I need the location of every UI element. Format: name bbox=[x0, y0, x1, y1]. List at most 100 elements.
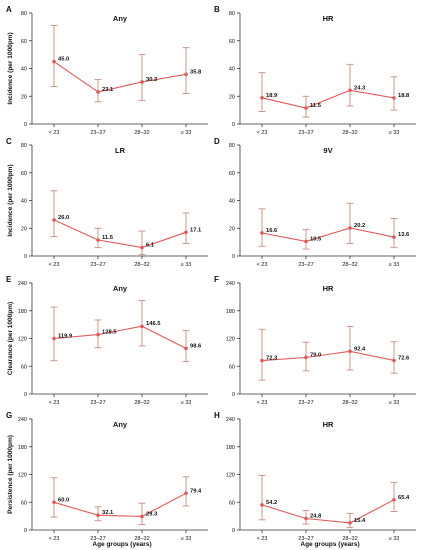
x-tick-label: ≥ 33 bbox=[389, 130, 400, 136]
y-tick-label: 240 bbox=[18, 417, 27, 423]
y-tick-label: 20 bbox=[21, 94, 27, 100]
x-tick-label: ≥ 33 bbox=[181, 536, 192, 542]
data-label: 79.0 bbox=[310, 352, 321, 358]
y-tick-label: 240 bbox=[18, 281, 27, 287]
data-point bbox=[304, 106, 308, 110]
y-tick-label: 120 bbox=[18, 473, 27, 479]
data-label: 29.3 bbox=[146, 511, 158, 517]
y-axis-label: Clearance (per 1000pm) bbox=[7, 302, 14, 375]
x-tick-label: 23–27 bbox=[90, 130, 105, 136]
y-tick-label: 80 bbox=[229, 11, 235, 17]
data-point bbox=[96, 90, 100, 94]
x-tick-label: < 23 bbox=[257, 262, 268, 268]
x-tick-label: 28–32 bbox=[342, 536, 357, 542]
chart-title: HR bbox=[323, 14, 334, 23]
x-tick-label: ≥ 33 bbox=[389, 400, 400, 406]
data-label: 18.8 bbox=[398, 93, 410, 99]
data-point bbox=[260, 358, 264, 363]
x-tick-label: < 23 bbox=[49, 536, 60, 542]
data-label: 72.6 bbox=[398, 355, 410, 361]
data-point bbox=[348, 88, 352, 93]
x-tick-label: 28–32 bbox=[134, 130, 149, 136]
y-tick-label: 40 bbox=[21, 199, 27, 205]
x-tick-label: 28–32 bbox=[134, 262, 149, 268]
series-line bbox=[53, 61, 187, 93]
x-tick-label: ≥ 33 bbox=[181, 130, 192, 136]
chart-title: Any bbox=[113, 14, 128, 23]
y-tick-label: 60 bbox=[229, 364, 235, 370]
y-tick-label: 180 bbox=[226, 445, 235, 451]
data-point bbox=[96, 332, 100, 337]
data-point bbox=[140, 80, 144, 84]
x-tick-label: 23–27 bbox=[298, 400, 313, 406]
chart-title: HR bbox=[323, 420, 334, 429]
data-label: 92.4 bbox=[354, 346, 366, 352]
chart-title: HR bbox=[323, 284, 334, 293]
chart-panel-e: E Any 0 60 120 180 240 Clearance (per 1000pm) < … bbox=[6, 275, 208, 406]
y-tick-label: 40 bbox=[21, 67, 27, 73]
panel-letter: H bbox=[214, 411, 220, 420]
data-label: 26.0 bbox=[58, 215, 69, 221]
data-point bbox=[96, 513, 100, 517]
y-tick-label: 60 bbox=[21, 500, 27, 506]
y-tick-label: 0 bbox=[24, 528, 27, 534]
chart-panel-d: D 9V 0 20 40 60 80 < 23 23–27 28–32 ≥ 33 16.6 10.5 20… bbox=[214, 137, 416, 268]
panel-letter: F bbox=[214, 275, 219, 284]
data-point bbox=[392, 358, 396, 363]
y-tick-label: 0 bbox=[232, 528, 235, 534]
y-tick-label: 80 bbox=[21, 11, 27, 17]
x-tick-label: < 23 bbox=[49, 400, 60, 406]
data-point bbox=[184, 230, 188, 235]
y-axis-label: Incidence (per 1000pm) bbox=[7, 32, 14, 104]
data-point bbox=[96, 238, 100, 242]
y-axis-label: Incidence (per 1000pm) bbox=[7, 164, 14, 236]
data-point bbox=[52, 59, 56, 64]
x-tick-label: 23–27 bbox=[90, 262, 105, 268]
y-tick-label: 20 bbox=[229, 226, 235, 232]
series-line bbox=[53, 492, 187, 517]
data-point bbox=[392, 235, 396, 239]
panel-letter: G bbox=[6, 411, 12, 420]
data-point bbox=[184, 72, 188, 77]
data-label: 65.4 bbox=[398, 495, 410, 501]
data-label: 11.5 bbox=[102, 235, 114, 241]
data-label: 119.9 bbox=[58, 334, 73, 340]
data-label: 128.5 bbox=[102, 330, 117, 336]
x-tick-label: < 23 bbox=[49, 262, 60, 268]
series-line bbox=[53, 325, 187, 349]
data-point bbox=[392, 497, 396, 502]
series-line bbox=[53, 219, 187, 249]
chart-panel-c: C LR 0 20 40 60 80 Incidence (per 1000pm) < 23 23… bbox=[6, 137, 208, 268]
y-tick-label: 60 bbox=[229, 39, 235, 45]
x-tick-label: ≥ 33 bbox=[389, 262, 400, 268]
series-line bbox=[261, 227, 395, 242]
panel-letter: B bbox=[214, 5, 220, 14]
data-point bbox=[392, 96, 396, 100]
y-tick-label: 180 bbox=[18, 309, 27, 315]
y-tick-label: 20 bbox=[21, 226, 27, 232]
data-label: 30.3 bbox=[146, 77, 158, 83]
y-tick-label: 240 bbox=[226, 281, 235, 287]
data-point bbox=[260, 503, 264, 507]
x-tick-label: ≥ 33 bbox=[181, 262, 192, 268]
data-label: 146.5 bbox=[146, 321, 161, 327]
chart-panel-b: B HR 0 20 40 60 80 < 23 23–27 28–32 ≥ 33 18.9 11.5 24… bbox=[214, 5, 416, 136]
data-label: 98.6 bbox=[190, 343, 202, 349]
data-point bbox=[140, 324, 144, 329]
data-label: 54.2 bbox=[266, 500, 277, 506]
y-tick-label: 60 bbox=[21, 171, 27, 177]
data-point bbox=[52, 500, 56, 505]
x-tick-label: 23–27 bbox=[298, 262, 313, 268]
data-label: 17.1 bbox=[190, 227, 202, 233]
data-point bbox=[184, 346, 188, 351]
x-tick-label: 23–27 bbox=[298, 536, 313, 542]
y-tick-label: 180 bbox=[226, 309, 235, 315]
x-tick-label: 23–27 bbox=[90, 400, 105, 406]
data-label: 13.6 bbox=[398, 232, 410, 238]
data-point bbox=[260, 95, 264, 100]
x-axis-label-left: Age groups (years) bbox=[92, 541, 151, 548]
chart-panel-a: A Any 0 20 40 60 80 Incidence (per 1000pm) < 23 2… bbox=[6, 5, 208, 136]
y-tick-label: 240 bbox=[226, 417, 235, 423]
y-tick-label: 0 bbox=[232, 392, 235, 398]
